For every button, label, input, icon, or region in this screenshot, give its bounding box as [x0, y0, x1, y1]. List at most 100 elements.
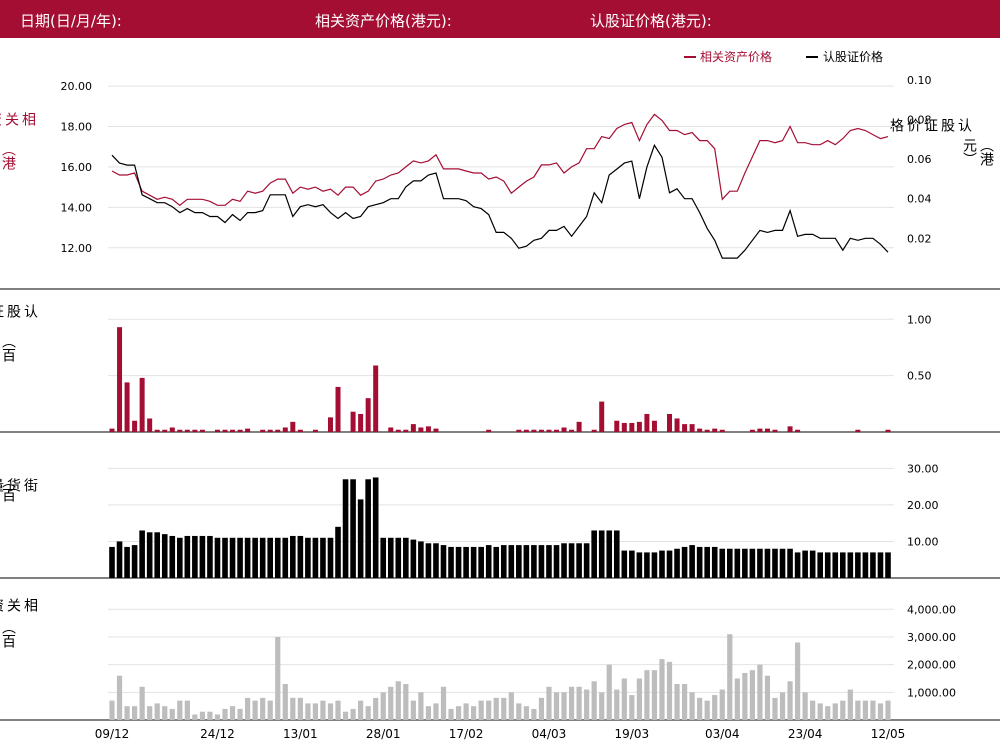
outstanding-bar	[508, 545, 515, 578]
underlying-turnover-bar	[433, 703, 439, 720]
underlying-turnover-bar	[275, 636, 281, 720]
outstanding-bar	[561, 543, 567, 578]
underlying-turnover-bar	[749, 670, 755, 720]
outstanding-bar	[320, 537, 326, 578]
outstanding-bar	[674, 548, 680, 578]
warrant-turnover-bar	[177, 429, 183, 432]
outstanding-bar	[591, 530, 597, 578]
outstanding-bar	[387, 537, 394, 578]
warrant-turnover-bar	[350, 411, 356, 432]
underlying-turnover-bar	[282, 684, 288, 720]
x-axis-tick: 19/03	[615, 727, 650, 741]
underlying-turnover-bar	[169, 708, 175, 720]
outstanding-bar	[839, 552, 846, 578]
underlying-turnover-bar	[606, 664, 612, 720]
outstanding-bar	[139, 530, 145, 578]
warrant-turnover-bar	[199, 429, 205, 432]
warrant-turnover-bar	[764, 428, 770, 432]
outstanding-bar	[749, 548, 756, 578]
underlying-turnover-bar	[365, 706, 371, 720]
outstanding-bar	[448, 546, 454, 578]
outstanding-bar	[802, 550, 808, 578]
warrant-turnover-bar	[749, 429, 755, 432]
warrant-turnover-bar	[787, 426, 793, 432]
underlying-turnover-bar	[825, 706, 831, 720]
outstanding-bar	[877, 552, 884, 578]
warrant-turnover-bar	[569, 429, 575, 432]
outstanding-bar	[870, 552, 876, 578]
underlying-turnover-bar	[704, 700, 710, 720]
outstanding-bar	[161, 534, 168, 578]
outstanding-bar	[719, 548, 726, 578]
outstanding-bar	[365, 479, 371, 578]
warrant-turnover-bar	[297, 429, 303, 432]
outstanding-bar	[403, 537, 409, 578]
warrant-turnover-bar	[403, 429, 409, 432]
outstanding-bar	[478, 546, 484, 578]
underlying-turnover-bar	[508, 692, 514, 720]
underlying-turnover-bar	[403, 684, 409, 720]
underlying-turnover-bar	[847, 689, 853, 720]
outstanding-bar	[666, 550, 673, 578]
underlying-turnover-bar	[840, 700, 846, 720]
underlying-turnover-bar	[124, 706, 130, 720]
x-axis-tick: 03/04	[705, 727, 740, 741]
outstanding-bar	[734, 548, 741, 578]
warrant-turnover-bar	[682, 424, 688, 432]
underlying-turnover-bar	[523, 706, 529, 720]
outstanding-bar	[357, 499, 364, 578]
warrant-turnover-bar	[365, 398, 371, 432]
outstanding-bar	[659, 550, 665, 578]
outstanding-bar	[636, 552, 643, 578]
underlying-turnover-bar	[425, 706, 432, 720]
outstanding-bar	[222, 537, 228, 578]
underlying-turnover-bar	[538, 697, 545, 720]
warrant-turnover-bar	[230, 429, 236, 432]
warrant-turnover-bar	[855, 429, 861, 432]
underlying-turnover-bar	[335, 700, 341, 720]
outstanding-tick: 10.00	[907, 535, 939, 548]
warrant-turnover-bar	[538, 429, 544, 432]
underlying-turnover-bar	[772, 697, 778, 720]
underlying-turnover-bar	[742, 672, 748, 720]
underlying-turnover-bar	[388, 686, 394, 720]
price-right-tick: 0.04	[907, 193, 932, 206]
underlying-turnover-bar	[591, 681, 597, 720]
underlying-turnover-bar	[516, 703, 522, 720]
underlying-turnover-tick: 1,000.00	[907, 686, 956, 699]
underlying-turnover-bar	[184, 700, 190, 720]
underlying-turnover-bar	[501, 697, 507, 720]
underlying-turnover-bar	[659, 659, 665, 720]
underlying-turnover-unit: （百万）	[0, 620, 16, 648]
outstanding-bar	[809, 550, 816, 578]
underlying-turnover-bar	[147, 706, 153, 720]
price-left-title: 相关资产价格	[0, 112, 36, 126]
outstanding-bar	[433, 543, 439, 578]
outstanding-bar	[681, 546, 688, 578]
underlying-turnover-bar	[471, 706, 477, 720]
x-axis-tick: 13/01	[283, 727, 318, 741]
warrant-turnover-bar	[290, 421, 296, 432]
outstanding-bar	[885, 552, 891, 578]
outstanding-bar	[613, 530, 620, 578]
outstanding-bar	[855, 552, 861, 578]
underlying-turnover-bar	[373, 697, 379, 720]
underlying-turnover-bar	[734, 678, 740, 720]
underlying-turnover-bar	[410, 700, 416, 720]
outstanding-bar	[704, 546, 710, 578]
underlying-turnover-bar	[870, 700, 876, 720]
underlying-turnover-bar	[666, 661, 673, 720]
outstanding-bar	[455, 546, 462, 578]
outstanding-bar	[154, 532, 161, 578]
outstanding-bar	[425, 543, 432, 578]
warrant-turnover-bar	[516, 429, 522, 432]
warrant-turnover-bar	[554, 429, 560, 432]
underlying-turnover-bar	[877, 703, 884, 720]
warrant-turnover-bar	[162, 429, 168, 432]
underlying-turnover-bar	[779, 692, 786, 720]
warrant-turnover-bar	[418, 427, 424, 432]
warrant-turnover-bar	[245, 428, 251, 432]
underlying-turnover-bar	[245, 697, 251, 720]
warrant-turnover-bar	[117, 327, 123, 432]
